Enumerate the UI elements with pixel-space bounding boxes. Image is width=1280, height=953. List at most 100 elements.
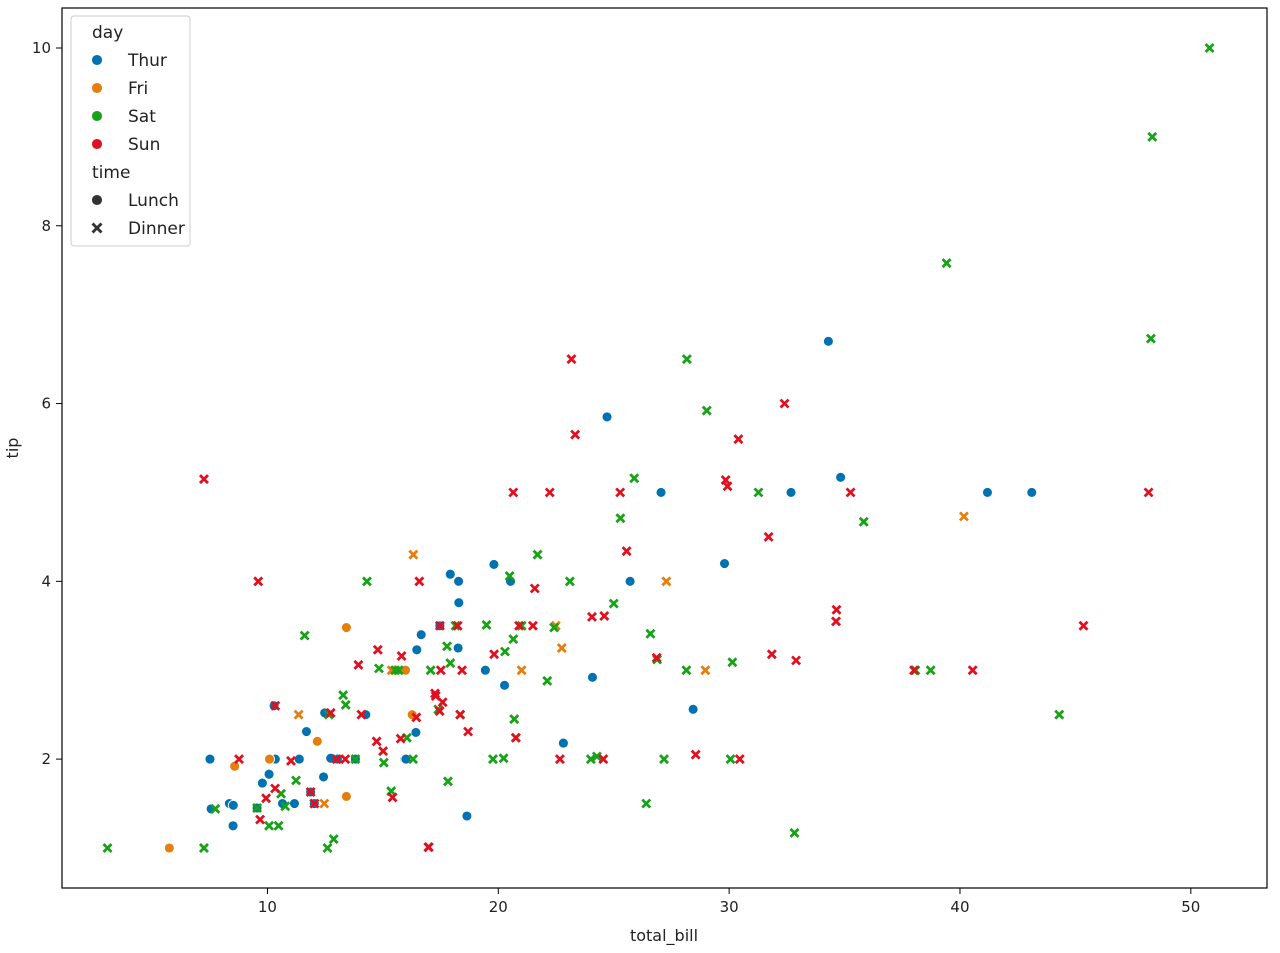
- point-fri-dinner: [661, 576, 672, 587]
- point-sun-dinner: [423, 842, 434, 853]
- point-sat-dinner: [701, 405, 712, 416]
- point-sun-dinner: [510, 732, 521, 743]
- point-sun-dinner: [587, 611, 598, 622]
- point-thur-lunch: [1026, 486, 1038, 498]
- point-fri-dinner: [408, 549, 419, 560]
- point-sun-dinner: [831, 604, 842, 615]
- point-sun-dinner: [527, 620, 538, 631]
- point-sat-dinner: [442, 776, 453, 787]
- point-thur-lunch: [479, 664, 491, 676]
- point-sat-dinner: [1054, 709, 1065, 720]
- point-sun-dinner: [831, 616, 842, 627]
- y-tick-label: 6: [41, 395, 51, 413]
- point-sun-dinner: [434, 706, 445, 717]
- point-fri-dinner: [700, 665, 711, 676]
- legend-marker-lunch: [91, 194, 103, 206]
- point-sun-dinner: [437, 697, 448, 708]
- point-fri-dinner: [958, 511, 969, 522]
- legend-marker-sun: [91, 138, 103, 150]
- point-sat-dinner: [542, 675, 553, 686]
- point-sun-dinner: [489, 649, 500, 660]
- point-thur-lunch: [301, 726, 312, 738]
- point-sat-dinner: [645, 628, 656, 639]
- point-sun-dinner: [457, 665, 468, 676]
- point-thur-lunch: [452, 642, 464, 654]
- point-sun-dinner: [253, 576, 264, 587]
- point-sat-dinner: [273, 820, 284, 831]
- point-thur-lunch: [444, 568, 456, 580]
- point-thur-lunch: [263, 768, 275, 780]
- y-tick-label: 8: [41, 217, 51, 235]
- point-thur-lunch: [411, 644, 423, 656]
- point-sat-dinner: [532, 549, 543, 560]
- point-fri-dinner: [516, 665, 527, 676]
- point-sat-dinner: [725, 754, 736, 765]
- point-sat-dinner: [727, 657, 738, 668]
- point-sun-dinner: [340, 754, 351, 765]
- point-sun-dinner: [763, 531, 774, 542]
- point-sat-dinner: [299, 630, 310, 641]
- point-sat-dinner: [681, 354, 692, 365]
- point-sat-dinner: [516, 620, 527, 631]
- point-sun-dinner: [599, 611, 610, 621]
- point-sat-dinner: [585, 754, 596, 765]
- x-tick-label: 20: [489, 898, 508, 916]
- point-sat-dinner: [481, 619, 492, 630]
- point-sat-dinner: [564, 576, 575, 587]
- point-sat-dinner: [338, 690, 349, 701]
- point-sun-dinner: [909, 665, 920, 676]
- point-thur-lunch: [256, 777, 268, 789]
- point-sun-dinner: [621, 546, 632, 557]
- point-sun-dinner: [508, 487, 519, 498]
- point-sat-dinner: [442, 641, 453, 652]
- data-points: [102, 43, 1215, 854]
- point-sun-dinner: [463, 726, 474, 737]
- legend-marker-fri: [91, 82, 103, 94]
- point-thur-lunch: [587, 671, 598, 683]
- point-sun-dinner: [234, 754, 245, 765]
- point-sat-dinner: [508, 634, 519, 645]
- point-sun-dinner: [414, 576, 425, 587]
- legend-marker-thur: [91, 54, 103, 66]
- point-sun-dinner: [554, 754, 565, 765]
- point-sat-dinner: [390, 665, 401, 676]
- point-sat-dinner: [450, 620, 461, 631]
- point-sun-dinner: [387, 792, 398, 803]
- x-axis-label: total_bill: [630, 926, 698, 946]
- x-tick-label: 10: [258, 898, 277, 916]
- point-sat-dinner: [1145, 333, 1156, 344]
- legend-box: [70, 15, 191, 247]
- point-thur-lunch: [289, 798, 300, 810]
- point-thur-lunch: [719, 558, 730, 570]
- point-thur-lunch: [835, 471, 847, 483]
- point-sun-dinner: [570, 429, 581, 440]
- point-sun-dinner: [733, 434, 744, 445]
- point-sun-dinner: [198, 474, 209, 485]
- point-sat-dinner: [350, 754, 361, 765]
- point-fri-lunch: [229, 760, 241, 772]
- point-sat-dinner: [608, 598, 619, 609]
- point-thur-lunch: [822, 335, 834, 347]
- point-sun-dinner: [766, 649, 777, 660]
- point-sun-dinner: [529, 583, 540, 594]
- legend-label-thur: Thur: [127, 51, 167, 71]
- point-sun-dinner: [435, 665, 446, 676]
- point-thur-lunch: [785, 486, 797, 498]
- point-thur-lunch: [453, 597, 465, 609]
- point-sat-dinner: [373, 663, 384, 674]
- point-thur-lunch: [488, 558, 500, 570]
- point-sun-dinner: [255, 814, 266, 825]
- point-sat-dinner: [504, 571, 515, 581]
- point-thur-lunch: [601, 411, 613, 423]
- point-sun-dinner: [434, 620, 445, 631]
- point-fri-lunch: [163, 842, 175, 854]
- point-sun-dinner: [270, 783, 281, 794]
- point-sun-dinner: [845, 487, 856, 498]
- point-sun-dinner: [286, 755, 296, 766]
- x-axis-ticks: 10 20 30 40 50: [258, 888, 1200, 916]
- point-sat-dinner: [487, 754, 498, 765]
- point-sat-dinner: [340, 699, 351, 710]
- y-tick-label: 4: [41, 572, 51, 590]
- point-sun-dinner: [325, 707, 336, 718]
- point-thur-lunch: [461, 810, 473, 822]
